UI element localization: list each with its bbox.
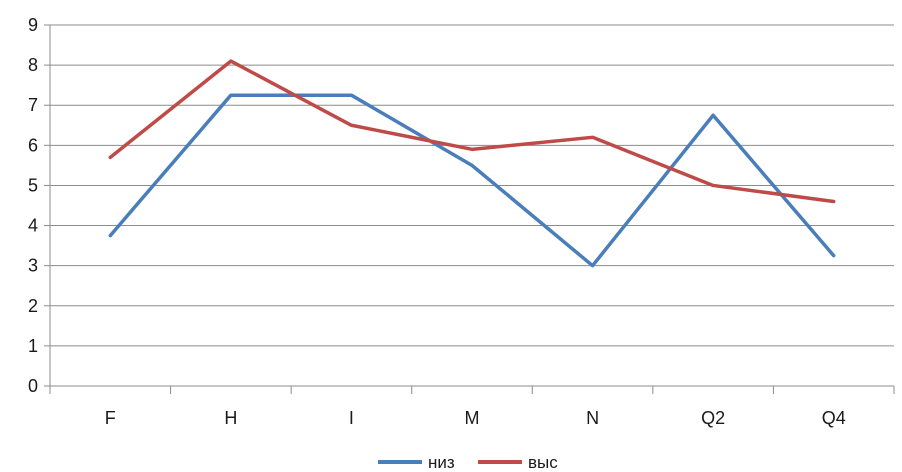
y-tick-label: 5	[28, 175, 38, 195]
x-tick-label: F	[105, 408, 116, 428]
x-tick-labels: F H I M N Q2 Q4	[105, 408, 846, 428]
x-tick-label: N	[586, 408, 599, 428]
axes	[44, 24, 895, 394]
legend-label-0: низ	[428, 453, 455, 472]
y-tick-label: 7	[28, 95, 38, 115]
x-tick-label: M	[465, 408, 480, 428]
y-tick-labels: 0 1 2 3 4 5 6 7 8 9	[28, 15, 38, 396]
legend-label-1: выс	[528, 453, 558, 472]
series-line-0	[108, 93, 836, 268]
x-tick-label: H	[224, 408, 237, 428]
y-tick-label: 2	[28, 296, 38, 316]
x-tick-label: I	[349, 408, 354, 428]
legend: низ выс	[378, 453, 558, 472]
y-tick-label: 6	[28, 135, 38, 155]
grid-lines	[50, 24, 894, 347]
series-lines	[108, 59, 836, 268]
y-tick-label: 3	[28, 256, 38, 276]
y-tick-label: 0	[28, 376, 38, 396]
y-tick-label: 9	[28, 15, 38, 35]
x-tick-label: Q4	[822, 408, 846, 428]
x-tick-label: Q2	[701, 408, 725, 428]
y-tick-label: 8	[28, 55, 38, 75]
y-tick-label: 1	[28, 336, 38, 356]
y-tick-label: 4	[28, 216, 38, 236]
